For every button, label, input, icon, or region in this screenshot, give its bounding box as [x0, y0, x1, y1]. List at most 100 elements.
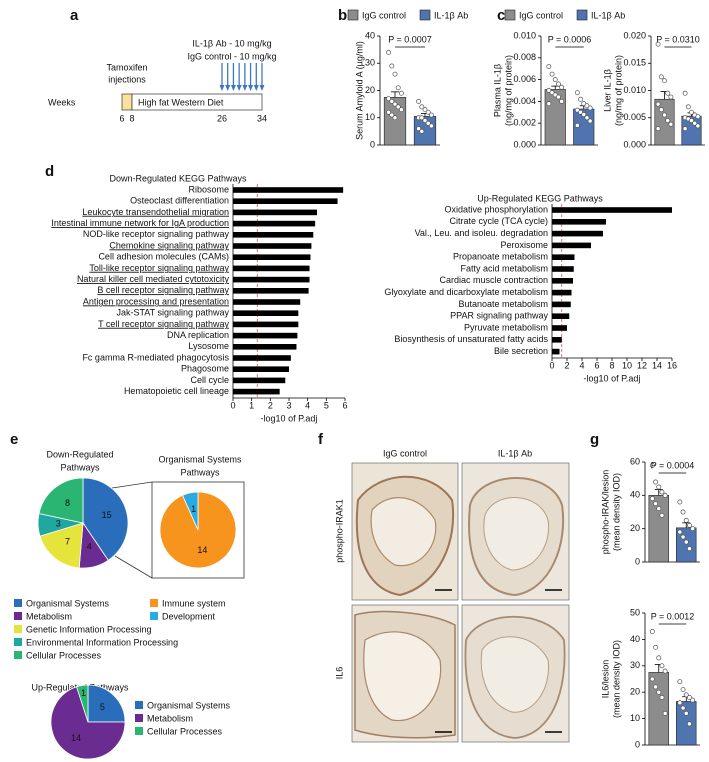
y-tick-label: 0.006 — [513, 74, 536, 84]
y-tick-label: 40 — [630, 634, 640, 644]
data-point — [668, 94, 674, 100]
data-point — [677, 529, 683, 535]
dose-arrowhead — [225, 85, 231, 91]
row-label: phospho-IRAK1 — [334, 499, 344, 563]
panel-label: g — [590, 431, 599, 448]
category-label: Cardiac muscle contraction — [439, 275, 548, 285]
data-point — [386, 109, 392, 115]
data-point — [552, 77, 558, 83]
y-axis-label: IL6/lesion — [600, 660, 610, 699]
bar — [233, 243, 312, 249]
legend-swatch — [14, 612, 22, 620]
data-point — [659, 489, 665, 495]
y-tick-label: 0.010 — [623, 85, 646, 95]
data-point — [689, 118, 694, 123]
legend-swatch — [504, 9, 516, 21]
bar — [233, 388, 280, 395]
y-axis-label: Plasma IL-1β — [492, 64, 502, 117]
data-point — [546, 64, 552, 69]
data-point — [416, 126, 422, 132]
legend-swatch — [14, 638, 22, 646]
bar — [552, 301, 571, 308]
y-axis-label: (mean density IOD) — [611, 473, 621, 551]
dose-arrowhead — [248, 85, 254, 91]
y-axis-label: (ng/mg of protein) — [613, 55, 623, 126]
data-point — [559, 98, 565, 104]
bar — [233, 299, 301, 305]
category-label: Propanoate metabolism — [453, 252, 548, 262]
y-axis-label: phospho-IRAK/lesion — [600, 470, 610, 555]
slice-label: 7 — [65, 537, 70, 547]
data-point — [677, 499, 683, 505]
y-axis-label: (ng/mg of protein) — [503, 55, 513, 126]
data-point — [581, 112, 587, 117]
category-label: Leukocyte transendothelial migration — [82, 207, 229, 217]
category-label: Glyoxylate and dicarboxylate metabolism — [384, 287, 548, 297]
legend-label: IL-1β Ab — [434, 10, 468, 20]
slice-label: 4 — [87, 541, 92, 551]
data-point — [574, 90, 580, 96]
slice-label: 15 — [102, 510, 112, 520]
bar — [552, 230, 603, 237]
data-point — [556, 94, 561, 100]
tamoxifen-period — [121, 93, 133, 111]
category-label: Antigen processing and presentation — [83, 296, 229, 306]
data-point — [662, 492, 668, 498]
data-point — [690, 697, 696, 703]
y-tick-label: 0.000 — [513, 139, 536, 149]
bar — [233, 187, 344, 193]
data-point — [659, 695, 665, 700]
category-label: Toll-like receptor signaling pathway — [89, 263, 229, 273]
x-tick-label: 2 — [564, 360, 569, 370]
bar — [233, 377, 286, 384]
data-point — [556, 81, 561, 87]
tamoxifen-label: injections — [108, 74, 146, 84]
bar — [233, 220, 316, 227]
data-point — [655, 41, 661, 47]
y-tick-label: 0.004 — [513, 96, 536, 106]
category-label: Fatty acid metabolism — [460, 263, 548, 273]
p-value: P = 0.0007 — [388, 34, 432, 44]
slice-label: 8 — [65, 498, 70, 508]
data-point — [662, 78, 667, 84]
category-label: NOD-like receptor signaling pathway — [83, 229, 230, 239]
category-label: Phagosome — [181, 364, 229, 374]
week-tick: 6 — [119, 113, 124, 123]
data-point — [656, 506, 662, 512]
bar — [552, 278, 573, 284]
bar — [552, 348, 560, 355]
bar — [233, 232, 314, 238]
bar — [233, 332, 298, 339]
data-point — [398, 107, 404, 113]
category-label: Peroxisome — [500, 240, 548, 250]
tissue — [370, 497, 437, 567]
bar — [676, 701, 697, 746]
y-axis-label: Serum Amyloid A (µg/ml) — [354, 41, 364, 140]
chart-title: Pathways — [180, 467, 220, 477]
data-point — [428, 112, 434, 118]
y-tick-label: 0.020 — [623, 30, 646, 40]
x-tick-label: 10 — [622, 360, 632, 370]
data-point — [386, 96, 392, 102]
category-label: Cell adhesion molecules (CAMs) — [98, 252, 229, 262]
data-point — [658, 74, 664, 80]
y-tick-label: 20 — [630, 687, 640, 697]
x-tick-label: 2 — [268, 400, 273, 410]
dose-arrowhead — [219, 85, 225, 91]
data-point — [689, 109, 694, 115]
y-tick-label: 50 — [630, 607, 640, 617]
data-point — [389, 63, 395, 69]
data-point — [649, 496, 655, 502]
legend-label: IgG control — [362, 10, 406, 20]
chart-title: Pathways — [60, 462, 100, 472]
category-label: Val., Leu. and isoleu. degradation — [415, 228, 548, 238]
data-point — [690, 526, 696, 532]
x-tick-label: 4 — [305, 400, 310, 410]
data-point — [655, 126, 661, 132]
tissue — [363, 631, 442, 722]
pie-slice — [87, 684, 126, 723]
x-tick-label: 0 — [549, 360, 554, 370]
treatment-label: IL-1β Ab - 10 mg/kg — [192, 38, 271, 48]
bar — [552, 313, 570, 319]
